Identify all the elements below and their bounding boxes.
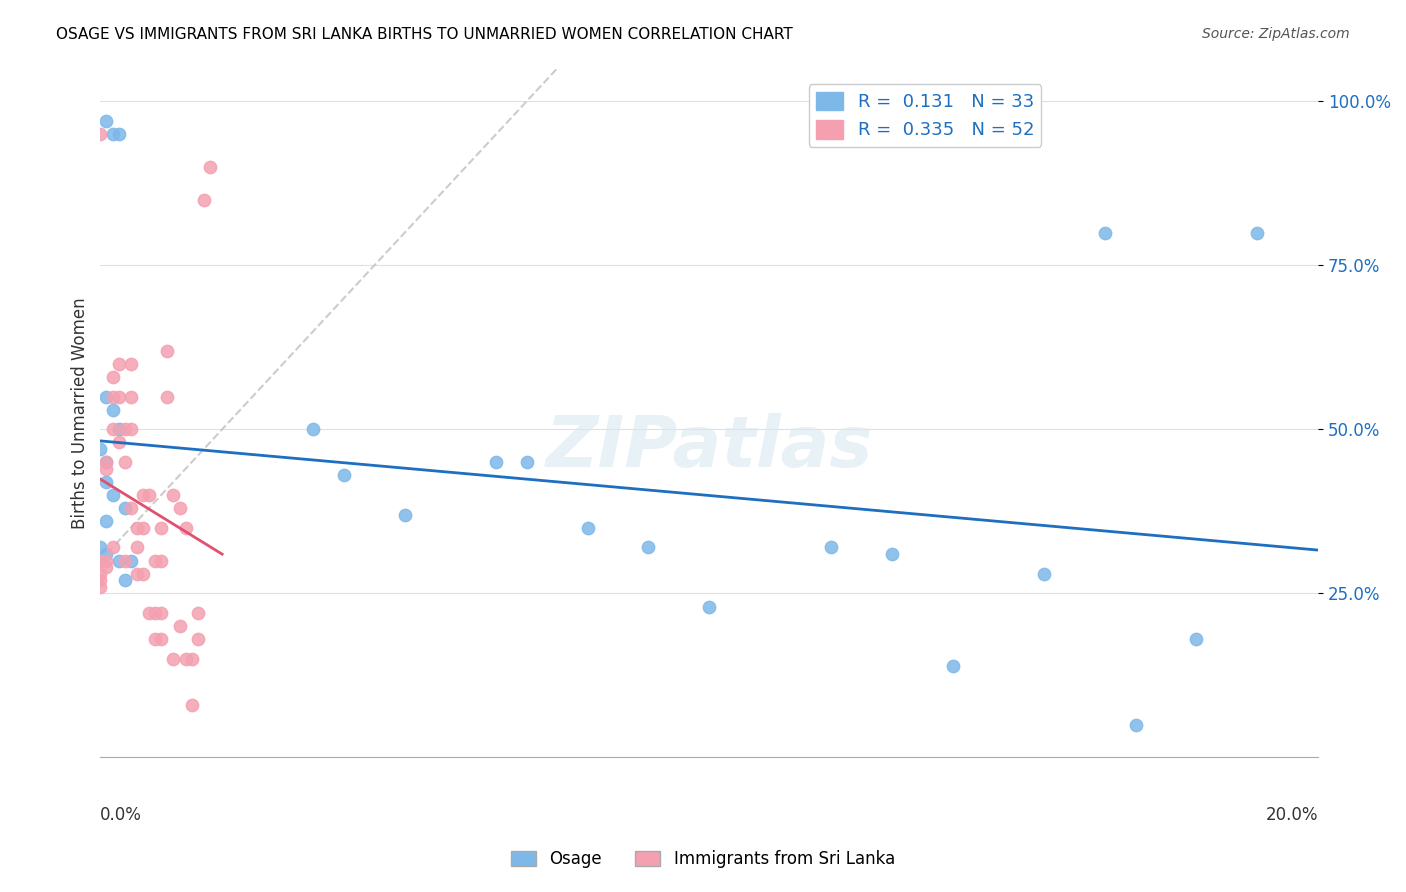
- Point: [138, 606, 160, 620]
- Point: [107, 357, 129, 371]
- Point: [1185, 632, 1208, 647]
- Point: [156, 390, 179, 404]
- Point: [697, 599, 720, 614]
- Point: [114, 455, 136, 469]
- Point: [150, 521, 173, 535]
- Point: [1033, 566, 1056, 581]
- Legend: R =  0.131   N = 33, R =  0.335   N = 52: R = 0.131 N = 33, R = 0.335 N = 52: [808, 85, 1042, 146]
- Point: [138, 488, 160, 502]
- Point: [96, 461, 118, 475]
- Point: [1094, 226, 1116, 240]
- Point: [101, 127, 124, 141]
- Point: [174, 521, 197, 535]
- Point: [156, 343, 179, 358]
- Point: [302, 422, 325, 436]
- Point: [96, 390, 118, 404]
- Point: [143, 632, 166, 647]
- Point: [107, 553, 129, 567]
- Point: [89, 553, 111, 567]
- Point: [96, 553, 118, 567]
- Point: [96, 455, 118, 469]
- Point: [114, 422, 136, 436]
- Point: [132, 566, 155, 581]
- Point: [89, 541, 111, 555]
- Point: [150, 553, 173, 567]
- Point: [101, 541, 124, 555]
- Point: [132, 521, 155, 535]
- Point: [89, 574, 111, 588]
- Point: [107, 422, 129, 436]
- Point: [96, 560, 118, 574]
- Point: [132, 488, 155, 502]
- Point: [96, 455, 118, 469]
- Point: [169, 501, 191, 516]
- Point: [174, 652, 197, 666]
- Point: [114, 574, 136, 588]
- Point: [187, 606, 209, 620]
- Point: [89, 442, 111, 456]
- Point: [880, 547, 903, 561]
- Point: [576, 521, 599, 535]
- Point: [114, 553, 136, 567]
- Point: [120, 501, 142, 516]
- Point: [333, 468, 356, 483]
- Point: [150, 632, 173, 647]
- Point: [187, 632, 209, 647]
- Point: [162, 652, 184, 666]
- Point: [89, 580, 111, 594]
- Point: [942, 658, 965, 673]
- Point: [101, 370, 124, 384]
- Point: [89, 127, 111, 141]
- Point: [101, 402, 124, 417]
- Point: [96, 475, 118, 489]
- Text: 20.0%: 20.0%: [1265, 805, 1319, 823]
- Point: [96, 514, 118, 528]
- Point: [114, 501, 136, 516]
- Point: [89, 566, 111, 581]
- Point: [125, 541, 148, 555]
- Point: [120, 357, 142, 371]
- Point: [125, 566, 148, 581]
- Point: [150, 606, 173, 620]
- Point: [193, 193, 215, 207]
- Point: [143, 553, 166, 567]
- Point: [637, 541, 659, 555]
- Text: OSAGE VS IMMIGRANTS FROM SRI LANKA BIRTHS TO UNMARRIED WOMEN CORRELATION CHART: OSAGE VS IMMIGRANTS FROM SRI LANKA BIRTH…: [56, 27, 793, 42]
- Point: [1246, 226, 1268, 240]
- Point: [120, 422, 142, 436]
- Point: [107, 390, 129, 404]
- Point: [485, 455, 508, 469]
- Point: [120, 390, 142, 404]
- Text: ZIPatlas: ZIPatlas: [546, 413, 873, 482]
- Point: [1125, 717, 1147, 731]
- Text: 0.0%: 0.0%: [100, 805, 142, 823]
- Point: [516, 455, 538, 469]
- Point: [820, 541, 842, 555]
- Point: [107, 127, 129, 141]
- Text: Source: ZipAtlas.com: Source: ZipAtlas.com: [1202, 27, 1350, 41]
- Point: [180, 698, 202, 712]
- Point: [198, 160, 221, 174]
- Point: [96, 114, 118, 128]
- Point: [120, 553, 142, 567]
- Y-axis label: Births to Unmarried Women: Births to Unmarried Women: [72, 297, 89, 529]
- Point: [101, 422, 124, 436]
- Point: [180, 652, 202, 666]
- Point: [162, 488, 184, 502]
- Legend: Osage, Immigrants from Sri Lanka: Osage, Immigrants from Sri Lanka: [505, 844, 901, 875]
- Point: [96, 547, 118, 561]
- Point: [143, 606, 166, 620]
- Point: [107, 435, 129, 450]
- Point: [101, 488, 124, 502]
- Point: [101, 390, 124, 404]
- Point: [169, 619, 191, 633]
- Point: [394, 508, 416, 522]
- Point: [125, 521, 148, 535]
